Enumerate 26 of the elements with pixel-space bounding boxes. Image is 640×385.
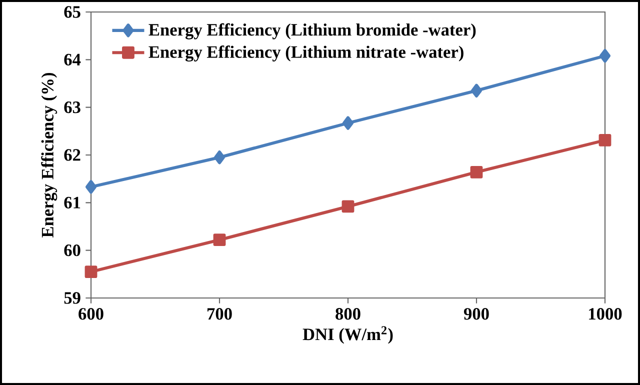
- x-tick-label: 800: [336, 308, 360, 320]
- point: [470, 166, 483, 178]
- point: [598, 134, 612, 146]
- y-tick-label: 62: [64, 149, 80, 161]
- point: [470, 84, 482, 98]
- y-axis-title: Energy Efficiency (%): [41, 72, 58, 238]
- x-tick-label: 1000: [589, 308, 622, 320]
- y-tick-label: 65: [64, 6, 80, 18]
- x-tick-label: 600: [78, 308, 104, 320]
- point: [342, 116, 354, 130]
- x-axis-title: DNI (W/m$^{2}$): [302, 326, 393, 344]
- point: [214, 150, 226, 164]
- point: [84, 266, 98, 278]
- y-tick-label: 63: [64, 102, 80, 114]
- x-tick-label: 700: [207, 308, 232, 320]
- y-tick-label: 60: [64, 244, 80, 256]
- point: [342, 200, 354, 213]
- point: [85, 180, 97, 194]
- legend-label: Energy Efficiency (Lithium bromide -water): [148, 23, 476, 40]
- legend-label: Energy Efficiency (Lithium nitrate -water): [148, 46, 464, 62]
- x-tick-label: 900: [464, 308, 489, 320]
- point: [213, 234, 226, 246]
- y-tick-label: 64: [64, 54, 81, 66]
- y-tick-label: 61: [64, 196, 80, 208]
- point: [599, 48, 611, 63]
- y-tick-label: 59: [64, 292, 80, 304]
